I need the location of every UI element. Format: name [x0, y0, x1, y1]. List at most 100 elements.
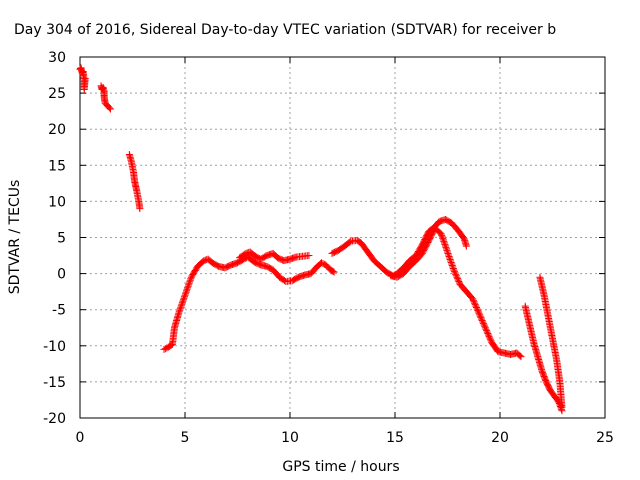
- data-segment: [536, 273, 566, 411]
- data-point: [281, 277, 289, 285]
- data-point: [516, 352, 524, 360]
- data-point: [453, 273, 461, 281]
- data-point: [452, 272, 460, 280]
- data-point: [182, 288, 190, 296]
- data-point: [184, 284, 192, 292]
- data-point: [469, 296, 477, 304]
- data-point: [469, 295, 477, 303]
- data-point: [180, 294, 188, 302]
- data-point: [455, 278, 463, 286]
- data-point: [179, 297, 187, 305]
- data-point: [476, 312, 484, 320]
- data-point: [444, 248, 451, 256]
- data-point: [182, 290, 190, 298]
- data-segment: [387, 224, 525, 361]
- data-point: [477, 314, 485, 322]
- data-marks: [76, 64, 566, 415]
- data-point: [446, 255, 454, 263]
- data-point: [178, 299, 186, 307]
- data-point: [449, 263, 457, 271]
- data-point: [439, 236, 447, 244]
- data-point: [444, 249, 452, 257]
- data-point: [438, 233, 446, 241]
- data-point: [484, 331, 492, 339]
- data-point: [185, 281, 193, 289]
- x-tick-label: 25: [596, 430, 614, 446]
- data-point: [482, 325, 490, 333]
- y-tick-label: -20: [43, 411, 66, 427]
- data-point: [474, 308, 482, 316]
- data-point: [438, 231, 446, 239]
- data-point: [485, 332, 493, 340]
- y-tick-label: 15: [48, 158, 66, 174]
- data-point: [476, 311, 484, 319]
- data-segment: [125, 150, 144, 213]
- data-segment: [521, 302, 566, 415]
- data-point: [441, 240, 449, 248]
- x-tick-label: 10: [281, 430, 299, 446]
- data-point: [136, 205, 144, 213]
- data-point: [183, 287, 191, 295]
- data-point: [478, 315, 486, 323]
- data-point: [452, 270, 460, 278]
- data-point: [470, 298, 478, 306]
- data-point: [175, 308, 183, 316]
- data-point: [441, 242, 449, 250]
- data-point: [178, 300, 186, 308]
- data-point: [517, 353, 525, 361]
- chart-title: Day 304 of 2016, Sidereal Day-to-day VTE…: [14, 22, 556, 38]
- y-tick-label: -10: [43, 339, 66, 355]
- data-point: [440, 239, 448, 247]
- data-point: [479, 319, 487, 327]
- y-axis-title: SDTVAR / TECUs: [7, 180, 23, 295]
- data-point: [478, 317, 486, 325]
- data-point: [443, 246, 451, 254]
- data-point: [473, 305, 481, 313]
- data-point: [305, 252, 313, 260]
- data-point: [445, 252, 453, 260]
- data-point: [185, 279, 193, 287]
- data-point: [447, 258, 455, 266]
- y-tick-label: 5: [57, 231, 66, 247]
- data-point: [481, 322, 489, 330]
- y-tick-label: 10: [48, 194, 66, 210]
- data-point: [105, 104, 113, 112]
- y-axis: 30 25 20 15 10 5 0 -5 -10 -15 -20: [43, 50, 605, 427]
- grid: [80, 57, 605, 418]
- x-tick-label: 0: [76, 430, 85, 446]
- data-point: [484, 330, 492, 338]
- y-tick-label: -15: [43, 375, 66, 391]
- data-point: [176, 305, 184, 313]
- data-point: [454, 275, 462, 283]
- data-point: [179, 296, 187, 304]
- data-point: [481, 324, 489, 332]
- data-point: [483, 328, 491, 336]
- data-point: [486, 334, 494, 342]
- data-point: [437, 230, 445, 238]
- data-point: [449, 264, 457, 272]
- data-point: [454, 276, 462, 284]
- data-point: [177, 303, 185, 311]
- data-point: [442, 243, 450, 251]
- y-tick-label: 30: [48, 50, 66, 66]
- data-point: [450, 266, 458, 274]
- y-tick-label: 25: [48, 86, 66, 102]
- data-segment: [160, 253, 338, 353]
- data-point: [450, 267, 458, 275]
- x-tick-label: 20: [491, 430, 509, 446]
- data-segment: [97, 82, 114, 113]
- data-point: [442, 245, 450, 253]
- x-axis: 0 5 10 15 20 25: [76, 57, 614, 446]
- data-point: [177, 302, 185, 310]
- data-point: [81, 75, 89, 83]
- data-point: [472, 304, 480, 312]
- data-point: [480, 321, 488, 329]
- data-point: [483, 327, 491, 335]
- data-point: [180, 293, 188, 301]
- data-point: [176, 306, 184, 314]
- x-tick-label: 15: [386, 430, 404, 446]
- data-segment: [328, 215, 470, 280]
- data-point: [475, 309, 483, 317]
- data-point: [451, 269, 459, 277]
